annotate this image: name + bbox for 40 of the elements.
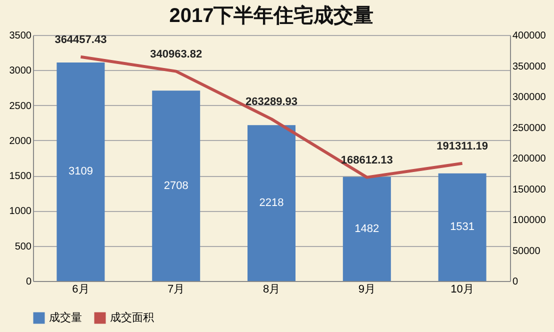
data-label: 2218: [259, 197, 284, 210]
x-tick-label: 10月: [450, 284, 474, 296]
y-tick-label: 500: [14, 241, 32, 252]
data-label: 340963.82: [150, 48, 202, 60]
data-label: 2708: [164, 180, 188, 192]
data-label: 168612.13: [340, 154, 393, 166]
y-tick-label: 0: [26, 276, 32, 288]
data-label: 191311.19: [436, 140, 488, 152]
x-tick-label: 8月: [262, 284, 280, 296]
x-tick-label: 9月: [358, 284, 376, 296]
x-tick-label: 6月: [72, 284, 90, 296]
y2-tick-label: 200000: [512, 154, 546, 164]
bar: [438, 173, 486, 281]
y2-tick-label: 50000: [512, 246, 541, 257]
chart-title: 2017下半年住宅成交量: [169, 4, 374, 27]
x-tick-label: 7月: [168, 284, 185, 296]
y-tick-label: 2500: [9, 100, 32, 112]
y2-tick-label: 400000: [512, 30, 546, 42]
y2-tick-label: 350000: [512, 61, 546, 72]
legend-label: 成交面积: [110, 311, 154, 324]
y2-tick-label: 300000: [512, 92, 546, 103]
bar: [56, 62, 105, 281]
data-label: 1482: [354, 222, 380, 235]
y2-tick-label: 0: [512, 276, 518, 288]
data-label: 263289.93: [246, 96, 298, 108]
y-tick-label: 3500: [9, 30, 32, 42]
y-tick-label: 3000: [9, 66, 32, 77]
bar: [152, 90, 200, 281]
y-tick-label: 2000: [9, 136, 32, 147]
y-tick-label: 1500: [9, 171, 32, 182]
y2-tick-label: 150000: [512, 184, 546, 196]
bar: [248, 125, 296, 281]
data-label: 1531: [450, 221, 475, 234]
data-label: 364457.43: [54, 34, 107, 46]
y-tick-label: 1000: [9, 206, 32, 218]
data-label: 3109: [68, 166, 93, 178]
y2-tick-label: 250000: [512, 122, 546, 134]
legend-label: 成交量: [49, 311, 82, 324]
bar: [342, 176, 391, 281]
y2-tick-label: 100000: [512, 215, 546, 226]
